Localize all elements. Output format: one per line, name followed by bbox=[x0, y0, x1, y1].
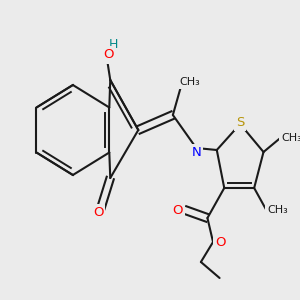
Text: N: N bbox=[191, 146, 201, 160]
Text: O: O bbox=[93, 206, 104, 220]
Text: CH₃: CH₃ bbox=[281, 133, 300, 143]
Text: S: S bbox=[236, 116, 244, 128]
Text: O: O bbox=[172, 203, 183, 217]
Text: H: H bbox=[108, 38, 118, 52]
Text: O: O bbox=[215, 236, 226, 248]
Text: CH₃: CH₃ bbox=[179, 77, 200, 87]
Text: O: O bbox=[103, 49, 114, 62]
Text: CH₃: CH₃ bbox=[267, 205, 288, 215]
